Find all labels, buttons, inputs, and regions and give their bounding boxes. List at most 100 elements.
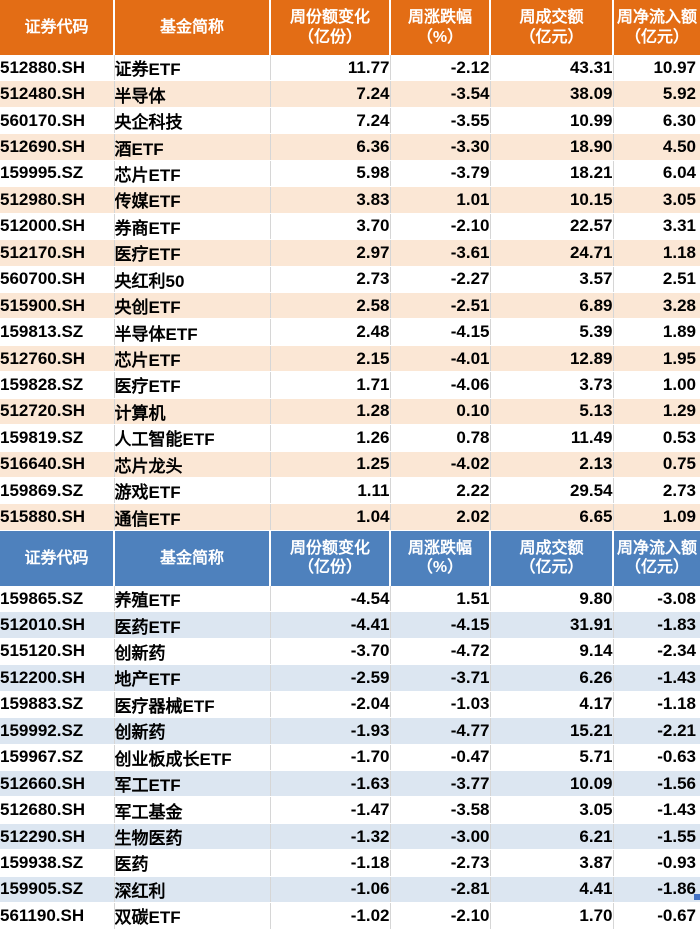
code-cell: 159905.SZ [0, 876, 115, 904]
header-row: 证券代码 基金简称 周份额变化 （亿份） 周涨跌幅 （%） 周成交额 （亿元） 周净流入额 （亿元… [0, 0, 700, 55]
value-cell: -4.41 [270, 611, 391, 639]
code-cell: 159813.SZ [0, 318, 115, 346]
code-cell: 515880.SH [0, 503, 115, 531]
value-cell: 18.90 [490, 133, 614, 161]
value-cell: 10.99 [490, 107, 614, 135]
weekly-outflow-table: 证券代码 基金简称 周份额变化 （亿份） 周涨跌幅 （%） 周成交额 （亿元） 周净流入额 （亿元… [0, 530, 700, 930]
value-cell: -3.08 [613, 585, 700, 613]
value-cell: 1.26 [270, 424, 391, 452]
code-cell: 159967.SZ [0, 744, 115, 771]
table-row: 512010.SH 医药ETF -4.41 -4.15 31.91 -1.83 [0, 611, 700, 639]
fund-name-cell: 酒ETF [114, 133, 271, 161]
value-cell: 6.21 [490, 823, 614, 851]
value-cell: -4.15 [390, 611, 491, 639]
weekly-inflow-table: 证券代码 基金简称 周份额变化 （亿份） 周涨跌幅 （%） 周成交额 （亿元） 周净流入额 （亿元… [0, 0, 700, 531]
value-cell: 6.89 [490, 292, 614, 320]
weekly-outflow-table-header: 证券代码 基金简称 周份额变化 （亿份） 周涨跌幅 （%） 周成交额 （亿元） 周净流入额 （亿元… [0, 530, 700, 586]
value-cell: 1.51 [390, 585, 491, 613]
code-cell: 512680.SH [0, 796, 115, 824]
fund-name-cell: 芯片ETF [114, 345, 271, 373]
value-cell: 1.01 [390, 186, 491, 214]
value-cell: 10.15 [490, 186, 614, 214]
value-cell: 2.02 [390, 503, 491, 531]
fund-name-cell: 游戏ETF [114, 477, 271, 505]
fund-name-cell: 医疗器械ETF [114, 691, 271, 719]
code-cell: 512720.SH [0, 398, 115, 426]
header-cell-col2: 基金简称 [113, 530, 270, 586]
value-cell: -2.51 [390, 292, 491, 320]
value-cell: 1.70 [490, 902, 614, 930]
code-cell: 560700.SH [0, 266, 115, 293]
value-cell: -1.18 [270, 849, 391, 877]
code-cell: 561190.SH [0, 902, 115, 930]
value-cell: 3.28 [613, 292, 700, 320]
value-cell: 0.78 [390, 424, 491, 452]
value-cell: -1.32 [270, 823, 391, 851]
value-cell: 43.31 [490, 55, 614, 82]
code-cell: 512290.SH [0, 823, 115, 851]
table-row: 512690.SH 酒ETF 6.36 -3.30 18.90 4.50 [0, 133, 700, 161]
value-cell: 11.49 [490, 424, 614, 452]
value-cell: 2.73 [270, 266, 391, 293]
code-cell: 515120.SH [0, 638, 115, 666]
header-cell-col3: 周份额变化 （亿份） [269, 530, 390, 586]
value-cell: 3.70 [270, 213, 391, 241]
value-cell: 1.11 [270, 477, 391, 505]
value-cell: -1.47 [270, 796, 391, 824]
fund-name-cell: 军工ETF [114, 770, 271, 798]
value-cell: -2.27 [390, 266, 491, 293]
value-cell: -3.55 [390, 107, 491, 135]
table-row: 159869.SZ 游戏ETF 1.11 2.22 29.54 2.73 [0, 477, 700, 505]
value-cell: 6.04 [613, 160, 700, 188]
value-cell: -2.10 [390, 213, 491, 241]
value-cell: 2.22 [390, 477, 491, 505]
table-row: 561190.SH 双碳ETF -1.02 -2.10 1.70 -0.67 [0, 902, 700, 930]
value-cell: 1.09 [613, 503, 700, 531]
header-cell-col1: 证券代码 [0, 530, 114, 586]
fund-name-cell: 创业板成长ETF [114, 744, 271, 771]
value-cell: 5.39 [490, 318, 614, 346]
fund-name-cell: 传媒ETF [114, 186, 271, 214]
value-cell: 24.71 [490, 239, 614, 267]
header-cell-col4: 周涨跌幅 （%） [389, 0, 490, 55]
fund-name-cell: 创新药 [114, 717, 271, 745]
code-cell: 159938.SZ [0, 849, 115, 877]
value-cell: -1.93 [270, 717, 391, 745]
value-cell: -3.61 [390, 239, 491, 267]
table-row: 512880.SH 证券ETF 11.77 -2.12 43.31 10.97 [0, 55, 700, 82]
header-cell-col4: 周涨跌幅 （%） [389, 530, 490, 586]
fund-name-cell: 地产ETF [114, 664, 271, 692]
value-cell: -2.12 [390, 55, 491, 82]
value-cell: 2.51 [613, 266, 700, 293]
table-row: 159883.SZ 医疗器械ETF -2.04 -1.03 4.17 -1.18 [0, 691, 700, 719]
code-cell: 159995.SZ [0, 160, 115, 188]
table-row: 159967.SZ 创业板成长ETF -1.70 -0.47 5.71 -0.63 [0, 744, 700, 771]
fund-name-cell: 军工基金 [114, 796, 271, 824]
value-cell: 9.80 [490, 585, 614, 613]
value-cell: -3.70 [270, 638, 391, 666]
code-cell: 159819.SZ [0, 424, 115, 452]
table-row: 512760.SH 芯片ETF 2.15 -4.01 12.89 1.95 [0, 345, 700, 373]
value-cell: 0.53 [613, 424, 700, 452]
value-cell: 7.24 [270, 107, 391, 135]
header-cell-col1: 证券代码 [0, 0, 114, 55]
fund-name-cell: 医药 [114, 849, 271, 877]
value-cell: 4.17 [490, 691, 614, 719]
fund-name-cell: 计算机 [114, 398, 271, 426]
value-cell: -1.56 [613, 770, 700, 798]
value-cell: 1.25 [270, 451, 391, 479]
table-row: 515120.SH 创新药 -3.70 -4.72 9.14 -2.34 [0, 638, 700, 666]
value-cell: 5.92 [613, 80, 700, 108]
table-row: 516640.SH 芯片龙头 1.25 -4.02 2.13 0.75 [0, 451, 700, 479]
fund-name-cell: 央企科技 [114, 107, 271, 135]
value-cell: -4.77 [390, 717, 491, 745]
fund-name-cell: 养殖ETF [114, 585, 271, 613]
value-cell: -0.63 [613, 744, 700, 771]
value-cell: -2.10 [390, 902, 491, 930]
code-cell: 159865.SZ [0, 585, 115, 613]
value-cell: 1.28 [270, 398, 391, 426]
value-cell: -0.67 [613, 902, 700, 930]
value-cell: -2.04 [270, 691, 391, 719]
value-cell: -2.21 [613, 717, 700, 745]
code-cell: 516640.SH [0, 451, 115, 479]
